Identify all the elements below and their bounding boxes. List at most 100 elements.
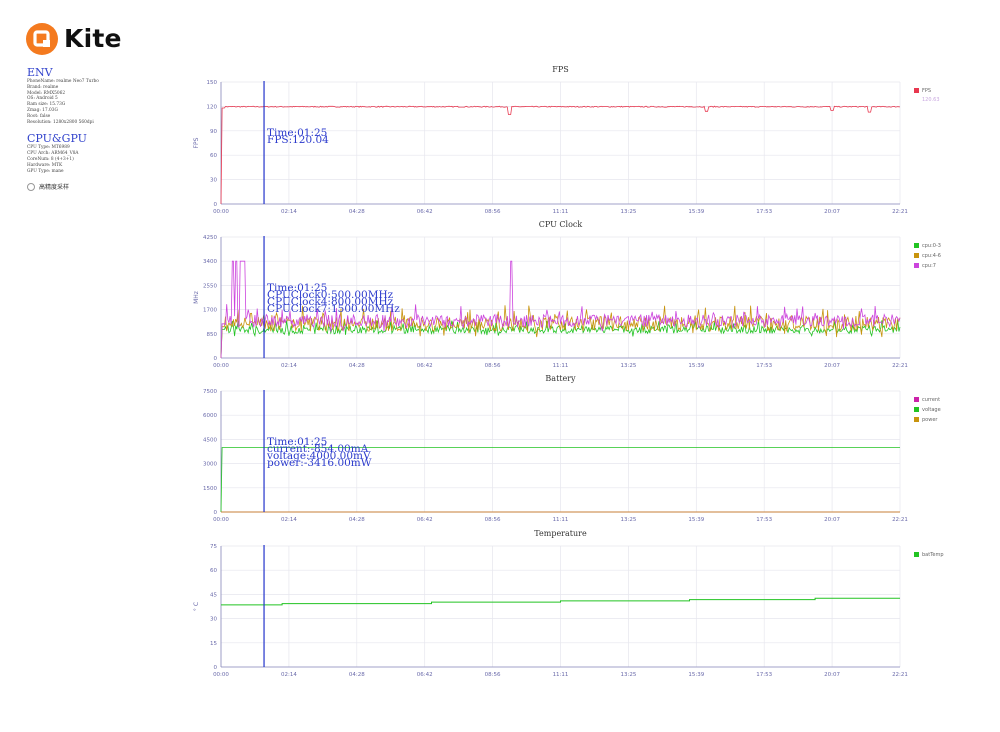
x-tick-label: 06:42 [417,363,433,369]
env-line: PhoneName: realme Neo7 Turbo [27,79,99,84]
cpu-gpu-info-list: CPU Type: MT6989 CPU Arch: ARM64_V8A CoreN… [27,145,187,174]
chart-title: Battery [545,374,576,383]
x-tick-label: 22:21 [892,517,908,523]
x-tick-label: 17:53 [756,517,772,523]
series-line-cpu-4-6 [220,305,901,359]
cpu-gpu-line: CPU Type: MT6989 [27,145,70,151]
y-tick-label: 4250 [203,235,217,241]
y-tick-label: 45 [210,592,217,598]
kite-logo-icon [26,23,58,55]
x-tick-label: 04:28 [349,209,365,215]
x-tick-label: 08:56 [485,209,501,215]
x-tick-label: 06:42 [417,672,433,678]
y-tick-label: 90 [210,129,217,135]
y-tick-label: 0 [214,202,218,208]
x-tick-label: 04:28 [349,517,365,523]
y-tick-label: 120 [207,104,218,110]
x-tick-label: 13:25 [620,209,636,215]
x-tick-label: 08:56 [485,672,501,678]
x-tick-label: 22:21 [892,672,908,678]
x-tick-label: 15:39 [688,672,704,678]
tooltip-line: Time:01:25 [267,436,327,448]
x-tick-label: 06:42 [417,209,433,215]
tooltip-line: CPUClock0:500.00MHz [267,289,394,301]
x-tick-label: 11:11 [553,672,569,678]
legend-swatch [914,88,919,93]
y-tick-label: 0 [214,665,218,671]
tooltip-line: current:-854.00mA [267,443,369,455]
legend-swatch [914,253,919,258]
y-tick-label: 60 [210,568,217,574]
x-tick-label: 17:53 [756,209,772,215]
x-tick-label: 04:28 [349,363,365,369]
y-tick-label: 6000 [203,413,217,419]
y-tick-label: 1500 [203,486,217,492]
high-precision-label: 高精度采样 [39,184,70,192]
x-tick-label: 11:11 [553,209,569,215]
legend-label: cpu:4-6 [922,253,941,259]
device-info-panel: ENV PhoneName: realme Neo7 Turbo Brand: r… [27,66,187,191]
y-tick-label: 60 [210,153,217,159]
x-tick-label: 20:07 [824,209,840,215]
chart-title: Temperature [534,529,587,538]
x-tick-label: 08:56 [485,363,501,369]
env-line: Ram size: 15.73G [27,102,66,108]
x-tick-label: 13:25 [620,363,636,369]
chart-battery: Battery 0 1500 3000 4500 6000 7500 00:00 02:14 04… [203,374,941,523]
x-tick-label: 00:00 [213,517,229,523]
x-tick-label: 17:53 [756,363,772,369]
legend-swatch [914,397,919,402]
cpu-gpu-line: CoreNum: 8 (4+3+1) [27,156,74,162]
x-tick-label: 15:39 [688,363,704,369]
x-tick-label: 02:14 [281,209,297,215]
x-tick-label: 00:00 [213,363,229,369]
legend-swatch [914,417,919,422]
legend-swatch [914,552,919,557]
series-line-FPS [220,105,901,205]
tooltip-line: power:-3416.00mW [267,457,372,469]
y-tick-label: 7500 [203,389,217,395]
x-tick-label: 17:53 [756,672,772,678]
tooltip-line: Time:01:25 [267,127,327,139]
x-tick-label: 02:14 [281,517,297,523]
tooltip-line: CPUClock7:1500.00MHz [267,303,400,315]
kite-logo: Kite [26,23,136,55]
x-tick-label: 15:39 [688,209,704,215]
x-tick-label: 02:14 [281,363,297,369]
tooltip-line: Time:01:25 [267,282,327,294]
x-tick-label: 04:28 [349,672,365,678]
chart-temperature: Temperature 0 15 30 45 60 75 00:00 02:14 04:28 06:… [193,529,944,678]
tooltip-line: voltage:4000.00mV [266,450,371,462]
env-line: OS: Android 5 [27,96,58,102]
series-line-cpu-7 [220,260,901,359]
y-tick-label: 0 [214,356,218,362]
y-tick-label: 0 [214,510,218,516]
series-line-batTemp [221,597,900,606]
series-line-voltage [220,447,900,513]
env-info-list: PhoneName: realme Neo7 Turbo Brand: realm… [27,79,187,125]
x-tick-label: 15:39 [688,517,704,523]
cpu-gpu-title: CPU&GPU [27,132,87,146]
x-tick-label: 00:00 [213,209,229,215]
y-tick-label: 2550 [203,283,217,289]
x-tick-label: 22:21 [892,209,908,215]
x-tick-label: 02:14 [281,672,297,678]
y-tick-label: 15 [210,641,217,647]
y-axis-label: FPS [193,137,200,148]
brand-name: Kite [64,24,122,53]
legend-swatch [914,407,919,412]
legend-label: cpu:7 [922,263,936,269]
legend-label: power [922,417,938,423]
x-tick-label: 11:11 [553,363,569,369]
high-precision-toggle[interactable]: 高精度采样 [27,182,187,191]
legend-swatch [914,263,919,268]
env-line: Zmag: 17.03G [27,107,58,113]
y-tick-label: 150 [207,80,218,86]
radio-icon[interactable] [27,182,35,191]
env-title: ENV [27,66,53,79]
legend-label: FPS [922,88,931,94]
cpu-gpu-line: Hardware: MTK [27,162,63,168]
legend-swatch [914,243,919,248]
y-tick-label: 3000 [203,462,217,468]
